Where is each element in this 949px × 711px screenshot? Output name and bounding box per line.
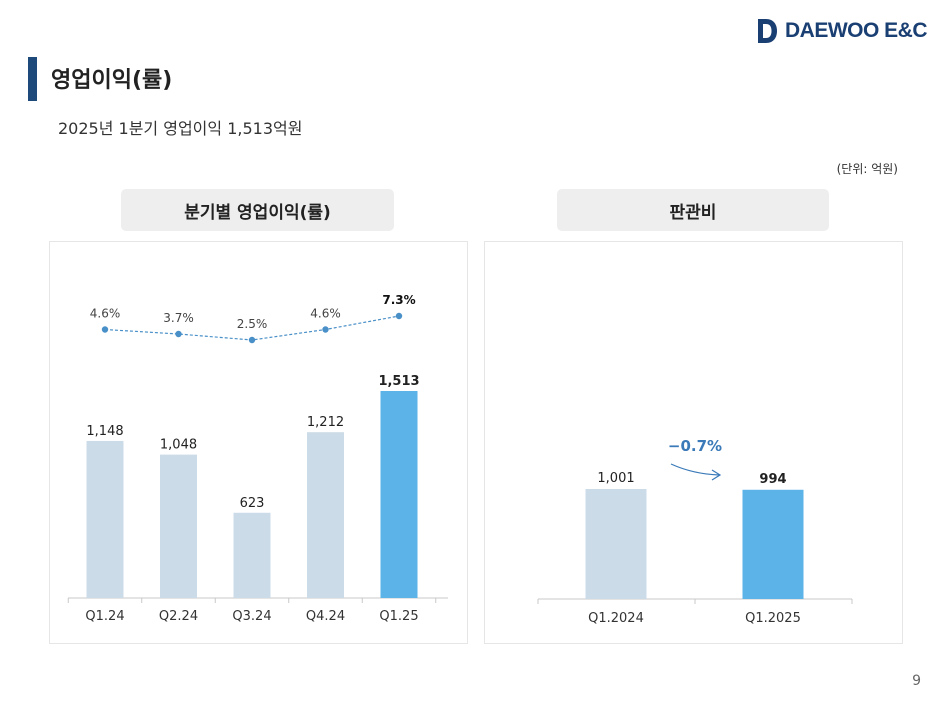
page-number: 9	[912, 673, 921, 689]
change-arrow-icon	[670, 463, 720, 476]
bar-Q1.24	[86, 440, 124, 598]
bar-value-label: 1,513	[378, 374, 419, 389]
daewoo-logo-icon	[758, 19, 777, 43]
margin-value-label: 7.3%	[382, 293, 415, 307]
bar-value-label: 1,148	[86, 424, 123, 439]
x-tick-label: Q2.24	[159, 609, 198, 624]
left-chart-panel: 1,148 Q1.24 1,048 Q2.24 623 Q3.24 1,212 Q4.24 1,…	[49, 241, 468, 644]
bar-value-label: 1,048	[160, 438, 197, 453]
margin-point	[248, 336, 256, 344]
x-tick-label: Q4.24	[306, 609, 345, 624]
x-tick-label: Q1.2025	[745, 611, 801, 626]
margin-value-label: 4.6%	[310, 307, 341, 321]
left-chart-title: 분기별 영업이익(률)	[121, 189, 394, 231]
arrow-head-icon	[711, 469, 722, 481]
bar-value-label: 1,001	[597, 471, 634, 486]
logo-text: DAEWOO E&C	[785, 19, 928, 42]
title-accent-bar	[28, 57, 37, 101]
bar-Q2.24	[160, 454, 197, 598]
unit-label: (단위: 억원)	[836, 162, 898, 176]
right-chart-panel: 1,001 Q1.2024 994 Q1.2025 −0.7%	[484, 241, 903, 644]
bar-Q1.25	[380, 391, 418, 598]
page-title: 영업이익(률)	[51, 68, 173, 93]
margin-value-label: 3.7%	[163, 311, 194, 325]
margin-value-label: 2.5%	[237, 317, 268, 331]
margin-point	[395, 312, 403, 320]
bar-Q4.24	[307, 432, 344, 598]
bar-value-label: 994	[759, 472, 786, 487]
page-subtitle: 2025년 1분기 영업이익 1,513억원	[58, 119, 303, 138]
x-tick-label: Q1.24	[85, 609, 124, 624]
margin-point	[175, 330, 182, 338]
bar-value-label: 1,212	[307, 415, 344, 430]
margin-value-label: 4.6%	[90, 307, 121, 321]
margin-point	[101, 326, 109, 333]
company-logo: DAEWOO E&C	[755, 14, 928, 48]
x-tick-label: Q1.25	[379, 609, 418, 624]
change-annotation: −0.7%	[668, 437, 722, 455]
bar-Q1.2025	[742, 489, 804, 599]
bar-Q1.2024	[585, 489, 647, 599]
right-chart-title: 판관비	[557, 189, 829, 231]
x-tick-label: Q3.24	[232, 609, 271, 624]
sga-expense-chart: 1,001 Q1.2024 994 Q1.2025 −0.7%	[537, 437, 853, 626]
operating-profit-chart: 1,148 Q1.24 1,048 Q2.24 623 Q3.24 1,212 Q4.24 1,…	[67, 293, 448, 624]
bar-Q3.24	[233, 512, 271, 598]
x-tick-label: Q1.2024	[588, 611, 644, 626]
margin-point	[322, 326, 329, 333]
bar-value-label: 623	[240, 496, 265, 511]
